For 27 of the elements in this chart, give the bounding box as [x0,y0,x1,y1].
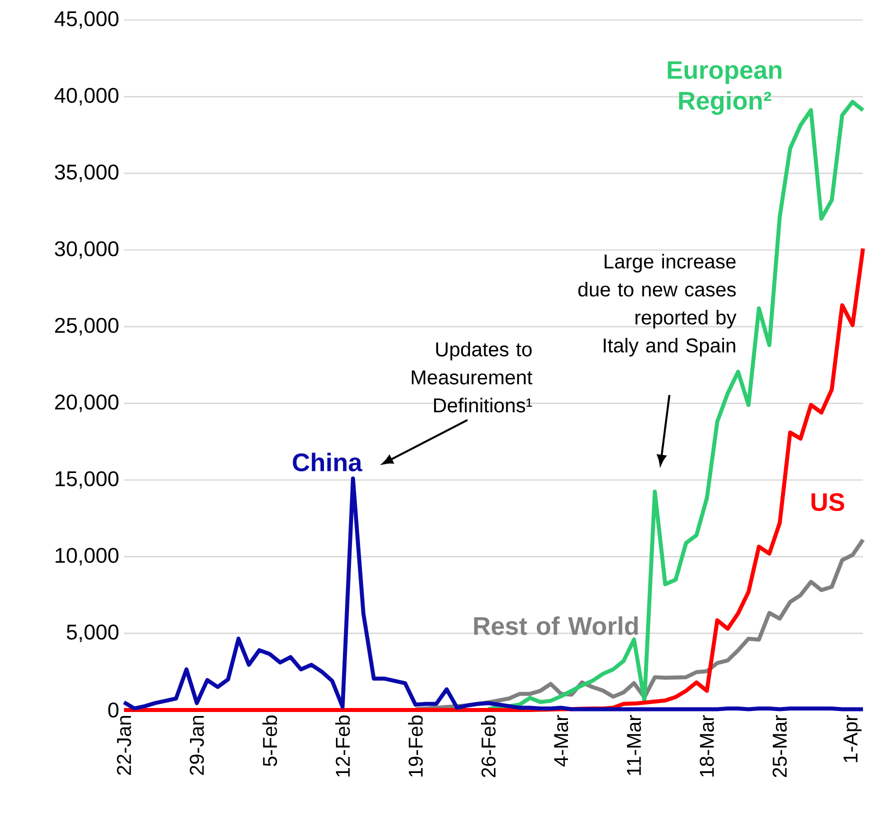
y-tick-label: 5,000 [66,624,118,642]
x-tick-label: 12-Feb [335,716,350,777]
y-tick-label: 35,000 [54,164,118,182]
x-tick-label: 4-Mar [554,715,568,766]
y-tick-label: 20,000 [55,394,118,412]
y-tick-label: 0 [108,702,118,718]
series-label: European Region² [668,61,782,115]
y-tick-label: 10,000 [56,548,118,566]
x-tick-label: 1-Apr [844,715,862,762]
y-tick-label: 45,000 [54,11,118,29]
annotation: Large increase due to new cases reported by Italy and Spain [578,254,736,357]
series-label: US [812,493,844,512]
y-tick-label: 15,000 [56,471,118,489]
x-tick-label: 18-Mar [700,715,714,777]
y-tick-label: 30,000 [54,241,118,259]
x-tick-label: 25-Mar [772,715,787,778]
x-tick-label: 5-Feb [262,716,278,766]
x-tick-label: 19-Feb [408,716,423,777]
y-tick-label: 25,000 [55,318,118,336]
y-tick-label: 40,000 [54,88,118,106]
x-tick-label: 22-Jan [116,716,132,775]
series-label: China [292,452,362,472]
x-tick-label: 26-Feb [480,716,496,778]
x-tick-label: 11-Mar [627,715,641,776]
x-tick-label: 29-Jan [190,716,204,775]
series-label: Rest of World [474,616,638,635]
annotation: Updates to Measurement Definitions¹ [412,342,532,412]
